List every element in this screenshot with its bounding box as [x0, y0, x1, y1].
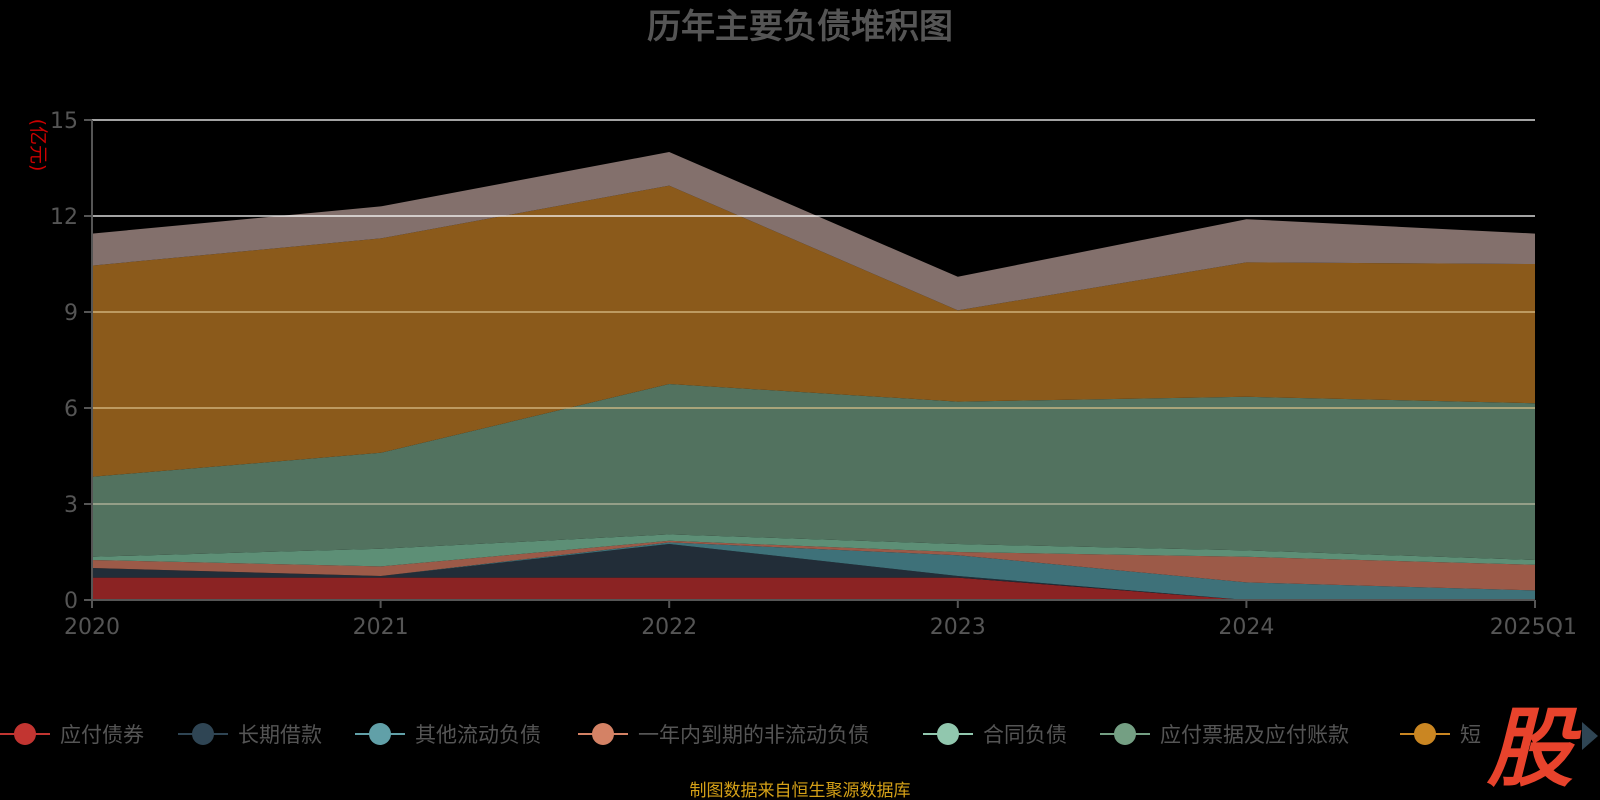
y-tick-label: 3 [64, 493, 78, 518]
triangle-right-icon[interactable] [1582, 722, 1598, 750]
data-source-note: 制图数据来自恒生聚源数据库 [690, 781, 911, 800]
legend-item[interactable]: 其他流动负债 [355, 723, 541, 747]
legend-item[interactable]: 应付债券 [0, 723, 144, 747]
area-series-2 [92, 542, 1535, 600]
y-axis-unit: (亿元) [27, 119, 49, 172]
x-tick-label: 2022 [641, 615, 697, 640]
axes: 0 3 6 9 12 15 2020 2021 2022 2023 2024 2025Q1 [50, 109, 1577, 640]
legend-label: 一年内到期的非流动负债 [638, 723, 869, 747]
logo-text: 股 [1486, 699, 1582, 799]
area-series-6 [92, 185, 1535, 477]
legend-marker [14, 723, 36, 745]
legend-marker [192, 723, 214, 745]
legend-item[interactable]: 应付票据及应付账款 [1100, 723, 1349, 747]
area-series-group [92, 152, 1535, 600]
legend-marker [1414, 723, 1436, 745]
area-series-3 [92, 540, 1535, 591]
legend-item[interactable]: 长期借款 [178, 723, 322, 747]
legend-item[interactable]: 合同负债 [923, 723, 1067, 747]
legend-label: 合同负债 [983, 723, 1067, 747]
area-series-7 [92, 152, 1535, 311]
x-tick-label: 2020 [64, 615, 120, 640]
area-series-0 [92, 577, 1535, 600]
legend-marker [592, 723, 614, 745]
legend-item[interactable]: 一年内到期的非流动负债 [578, 723, 869, 747]
x-tick-label: 2023 [930, 615, 986, 640]
x-tick-label: 2021 [353, 615, 409, 640]
legend-label: 应付债券 [60, 723, 144, 747]
y-tick-label: 9 [64, 301, 78, 326]
x-tick-label: 2024 [1218, 615, 1274, 640]
legend-label: 应付票据及应付账款 [1160, 723, 1349, 747]
chart-title: 历年主要负债堆积图 [647, 7, 953, 47]
y-tick-label: 12 [50, 205, 78, 230]
legend-label: 其他流动负债 [415, 723, 541, 747]
x-tick-label: 2025Q1 [1490, 615, 1577, 640]
legend-label: 长期借款 [238, 723, 322, 747]
gridlines [92, 119, 1535, 505]
legend-marker [937, 723, 959, 745]
legend[interactable]: 应付债券 长期借款 其他流动负债 一年内到期的非流动负债 合同负债 应付票据及应付账款 短 [0, 723, 1481, 747]
y-tick-label: 15 [50, 109, 78, 134]
legend-marker [1114, 723, 1136, 745]
legend-label: 短 [1460, 723, 1481, 747]
area-series-1 [92, 544, 1535, 600]
area-series-5 [92, 384, 1535, 560]
legend-item[interactable]: 短 [1400, 723, 1481, 747]
area-series-4 [92, 534, 1535, 567]
legend-marker [369, 723, 391, 745]
y-tick-label: 0 [64, 589, 78, 614]
y-tick-label: 6 [64, 397, 78, 422]
